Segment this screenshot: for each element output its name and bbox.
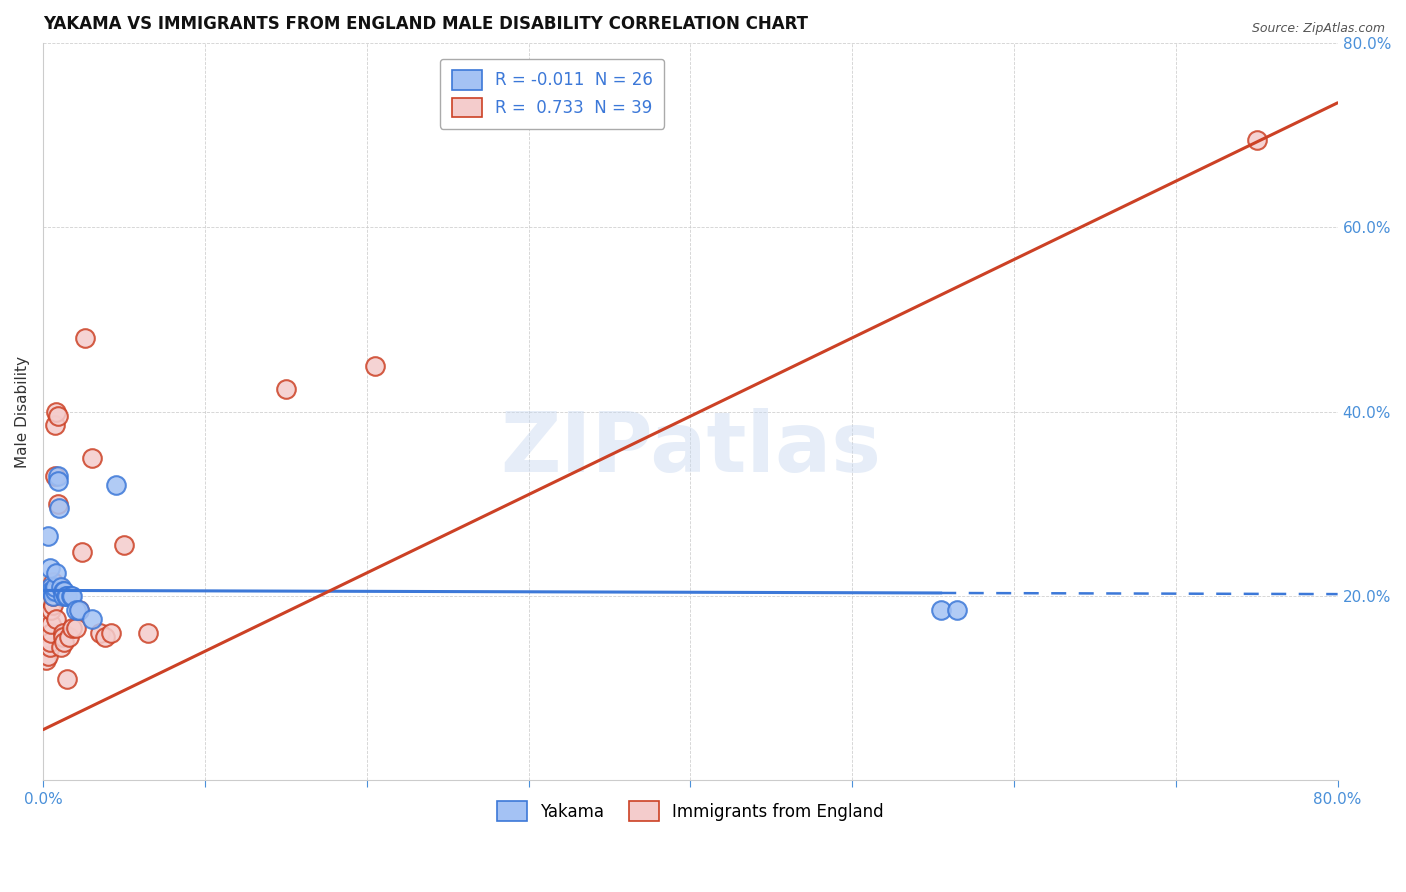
Point bbox=[80, 450, 103, 465]
Point bbox=[58, 631, 80, 645]
Point bbox=[60, 589, 83, 603]
Point bbox=[112, 538, 135, 552]
Point bbox=[35, 653, 58, 667]
Point bbox=[59, 589, 82, 603]
Point bbox=[56, 672, 79, 686]
Point bbox=[38, 561, 60, 575]
Point bbox=[75, 331, 97, 345]
Point bbox=[93, 631, 115, 645]
Point bbox=[65, 621, 87, 635]
Point bbox=[38, 640, 60, 654]
Point bbox=[53, 635, 76, 649]
Point bbox=[39, 584, 62, 599]
Point bbox=[38, 635, 60, 649]
Point bbox=[52, 589, 75, 603]
Point bbox=[42, 598, 65, 612]
Point bbox=[89, 625, 111, 640]
Point bbox=[48, 584, 70, 599]
Point bbox=[100, 625, 122, 640]
Point bbox=[67, 603, 90, 617]
Point bbox=[70, 545, 93, 559]
Point bbox=[53, 584, 76, 599]
Point bbox=[39, 580, 62, 594]
Point bbox=[60, 621, 83, 635]
Y-axis label: Male Disability: Male Disability bbox=[15, 356, 30, 467]
Point bbox=[44, 584, 66, 599]
Point bbox=[37, 529, 59, 543]
Point bbox=[46, 469, 69, 483]
Point bbox=[44, 580, 66, 594]
Point bbox=[52, 631, 75, 645]
Point bbox=[39, 625, 62, 640]
Point bbox=[37, 648, 59, 663]
Text: ZIPatlas: ZIPatlas bbox=[501, 408, 882, 489]
Point bbox=[42, 575, 65, 590]
Point bbox=[42, 589, 65, 603]
Point bbox=[45, 566, 67, 580]
Point bbox=[39, 603, 62, 617]
Point bbox=[42, 584, 65, 599]
Legend: Yakama, Immigrants from England: Yakama, Immigrants from England bbox=[491, 795, 891, 827]
Point bbox=[46, 474, 69, 488]
Point bbox=[946, 603, 969, 617]
Point bbox=[1246, 133, 1268, 147]
Point bbox=[274, 382, 297, 396]
Text: YAKAMA VS IMMIGRANTS FROM ENGLAND MALE DISABILITY CORRELATION CHART: YAKAMA VS IMMIGRANTS FROM ENGLAND MALE D… bbox=[44, 15, 808, 33]
Point bbox=[39, 616, 62, 631]
Point bbox=[105, 478, 128, 492]
Point bbox=[45, 404, 67, 418]
Point bbox=[56, 589, 79, 603]
Point bbox=[52, 625, 75, 640]
Point bbox=[42, 589, 65, 603]
Point bbox=[48, 580, 70, 594]
Point bbox=[67, 603, 90, 617]
Point bbox=[49, 640, 72, 654]
Point bbox=[46, 409, 69, 424]
Point bbox=[55, 589, 77, 603]
Point bbox=[45, 612, 67, 626]
Point bbox=[49, 580, 72, 594]
Point bbox=[65, 603, 87, 617]
Point bbox=[52, 584, 75, 599]
Point bbox=[44, 418, 66, 433]
Text: Source: ZipAtlas.com: Source: ZipAtlas.com bbox=[1251, 22, 1385, 36]
Point bbox=[48, 501, 70, 516]
Point bbox=[80, 612, 103, 626]
Point bbox=[42, 584, 65, 599]
Point bbox=[929, 603, 952, 617]
Point bbox=[364, 359, 387, 373]
Point bbox=[46, 497, 69, 511]
Point bbox=[44, 469, 66, 483]
Point bbox=[138, 625, 160, 640]
